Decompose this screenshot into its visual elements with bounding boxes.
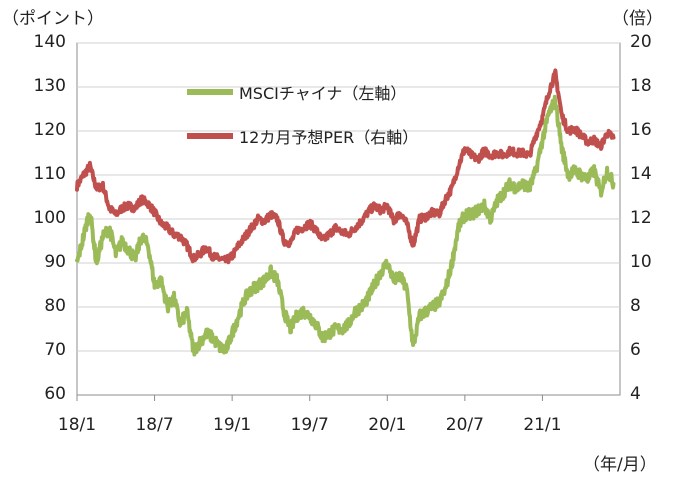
- gridlines: [77, 42, 620, 352]
- legend-label-per: 12カ月予想PER（右軸）: [239, 128, 419, 147]
- series-line-per: [75, 68, 616, 265]
- y-right-tick-label: 16: [630, 120, 652, 140]
- legend-item-msci-china: MSCIチャイナ（左軸）: [187, 80, 406, 104]
- x-tick-label: 18/7: [135, 415, 174, 435]
- x-tick-marks: [76, 395, 543, 401]
- y-left-tick-label: 120: [33, 120, 66, 140]
- y-right-tick-label: 8: [630, 296, 641, 316]
- x-tick-label: 20/7: [445, 415, 484, 435]
- y-left-tick-label: 70: [44, 340, 66, 360]
- x-tick-label: 19/7: [290, 415, 329, 435]
- left-axis-unit-label: （ポイント）: [2, 9, 104, 29]
- y-right-tick-label: 20: [630, 32, 652, 52]
- y-left-tick-label: 90: [44, 252, 66, 272]
- x-tick-label: 18/1: [57, 415, 97, 435]
- y-right-tick-label: 10: [630, 252, 652, 272]
- y-left-tick-label: 80: [44, 296, 66, 316]
- y-left-tick-label: 130: [33, 76, 66, 96]
- x-tick-label: 21/1: [523, 415, 562, 435]
- series-line-msci-china: [75, 94, 616, 357]
- y-right-tick-label: 4: [630, 384, 641, 404]
- y-right-tick-label: 12: [630, 208, 652, 228]
- legend-swatch-per: [187, 133, 233, 139]
- x-tick-label: 20/1: [368, 415, 407, 435]
- right-axis-unit-label: （倍）: [612, 9, 663, 29]
- x-tick-label: 19/1: [213, 415, 252, 435]
- x-axis-unit-label: （年/月）: [583, 455, 657, 475]
- y-left-tick-label: 140: [33, 32, 66, 52]
- y-right-tick-label: 18: [630, 76, 652, 96]
- y-right-tick-label: 6: [630, 340, 641, 360]
- legend-item-per: 12カ月予想PER（右軸）: [187, 124, 418, 148]
- y-right-tick-label: 14: [630, 164, 652, 184]
- legend-swatch-msci-china: [187, 89, 233, 95]
- y-left-tick-label: 100: [33, 208, 66, 228]
- legend-label-msci-china: MSCIチャイナ（左軸）: [239, 84, 407, 103]
- y-left-tick-label: 110: [33, 164, 66, 184]
- y-left-tick-label: 60: [44, 384, 66, 404]
